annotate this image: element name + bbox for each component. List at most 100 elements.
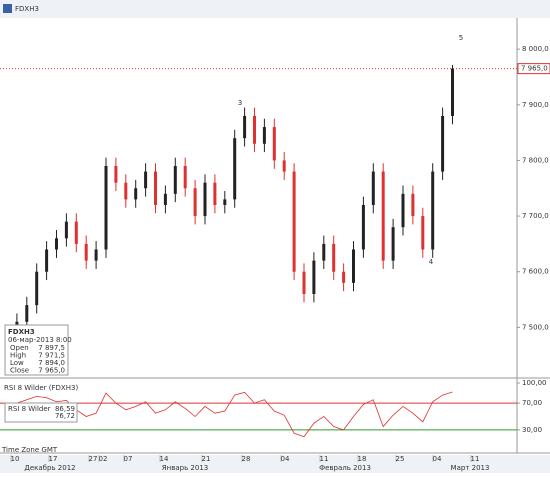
info-value: 7 965,0 [38, 367, 65, 375]
day-label: 04 [433, 455, 442, 463]
rsi-title: RSI 8 Wilder (FDXH3) [4, 384, 78, 392]
wave-label: 3 [238, 99, 242, 107]
info-value: 7 897,5 [38, 344, 65, 352]
last-price-box [517, 63, 550, 75]
candle-body [25, 305, 29, 322]
day-label: 17 [49, 455, 58, 463]
candle-body [203, 182, 207, 217]
y-tick-label: 7 900,0 [522, 101, 549, 109]
day-label: 25 [396, 455, 405, 463]
candle-body [55, 238, 58, 250]
candle-body [45, 249, 49, 272]
candle-body [243, 115, 247, 139]
candle-body [262, 127, 266, 144]
candle-body [163, 193, 167, 205]
info-label: Close [10, 367, 29, 375]
info-label: Low [10, 359, 24, 367]
candle-body [183, 166, 187, 189]
rsi-legend-name: RSI 8 Wilder [8, 405, 51, 413]
info-value: 7 971,5 [38, 352, 65, 360]
candle-body [322, 243, 326, 261]
last-price-label: 7 965,0 [521, 65, 548, 73]
candle-body [361, 204, 365, 250]
candle-body [173, 166, 177, 194]
rsi-tick-label: 70,00 [522, 399, 542, 407]
candle-body [381, 171, 385, 261]
candle-body [74, 221, 78, 244]
y-tick-label: 7 600,0 [522, 268, 549, 276]
month-label: Март 2013 [451, 464, 490, 472]
day-label: 21 [202, 455, 211, 463]
candle-body [154, 171, 157, 205]
candle-body [431, 171, 435, 250]
y-tick-label: 7 500,0 [522, 323, 549, 331]
candle-body [114, 166, 118, 183]
day-label: 04 [281, 455, 290, 463]
candle-body [213, 182, 217, 205]
candle-body [441, 115, 445, 172]
day-label: 10 [11, 455, 20, 463]
rsi-legend-value: 86,59 [55, 405, 75, 413]
candle-body [223, 199, 227, 205]
month-label: Декабрь 2012 [24, 464, 75, 472]
candle-body [233, 138, 237, 200]
candle-body [144, 171, 148, 189]
y-tick-label: 8 000,0 [522, 45, 549, 53]
y-tick-label: 7 700,0 [522, 212, 549, 220]
candle-body [451, 68, 454, 116]
candle-body [193, 188, 197, 217]
candle-body [312, 260, 316, 294]
candle-body [391, 227, 395, 261]
candle-body [124, 182, 128, 200]
candle-body [104, 166, 108, 250]
icon [3, 4, 12, 13]
wave-label: 4 [429, 258, 434, 266]
candle-body [84, 243, 88, 261]
candle-body [342, 271, 346, 283]
candle-body [302, 271, 306, 294]
rsi-legend-value: 76,72 [55, 412, 75, 420]
month-label: Январь 2013 [162, 464, 208, 472]
candle-body [134, 188, 138, 200]
candle-body [401, 193, 405, 228]
candle-body [35, 271, 39, 306]
candle-body [94, 249, 98, 261]
day-label: 14 [160, 455, 169, 463]
day-label: 11 [471, 455, 480, 463]
candle-body [272, 127, 276, 161]
day-label: 27 [89, 455, 98, 463]
timezone: Time Zone GMT [1, 446, 58, 454]
y-tick-label: 7 800,0 [522, 156, 549, 164]
day-label: 02 [99, 455, 108, 463]
rsi-tick-label: 100,00 [522, 379, 547, 387]
candle-body [282, 160, 286, 172]
candle-body [64, 221, 68, 239]
candle-body [253, 115, 256, 144]
rsi-tick-label: 30,00 [522, 426, 542, 434]
day-label: 07 [124, 455, 133, 463]
day-label: 11 [320, 455, 329, 463]
rsi-legend [4, 402, 78, 423]
candle-body [421, 216, 425, 250]
info-label: High [10, 352, 26, 360]
time-axis [0, 455, 550, 473]
day-label: 28 [242, 455, 251, 463]
wave-label: 5 [459, 34, 463, 42]
candle-body [332, 243, 336, 272]
month-label: Февраль 2013 [319, 464, 371, 472]
info-box [4, 324, 69, 376]
info-symbol: FDXH3 [8, 328, 35, 336]
day-label: 18 [358, 455, 367, 463]
info-label: Open [10, 344, 29, 352]
candle-body [371, 171, 375, 205]
info-value: 7 894,0 [38, 359, 65, 367]
symbol: FDXH3 [15, 5, 39, 13]
candle-body [292, 171, 296, 272]
candle-body [411, 193, 415, 217]
info-date: 06-мар-2013 8:00 [8, 336, 72, 344]
candle-body [352, 249, 355, 283]
rsi-line [6, 391, 453, 438]
toolbar [0, 0, 550, 18]
